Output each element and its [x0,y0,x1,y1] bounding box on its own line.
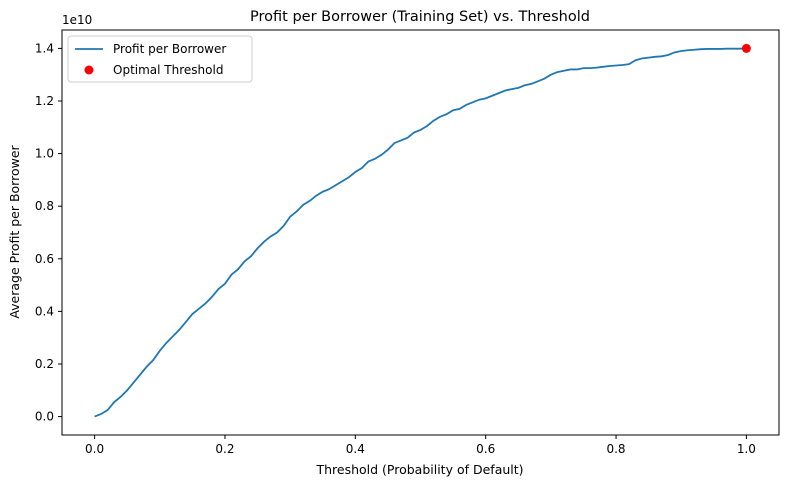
x-tick-label: 0.6 [476,442,495,456]
y-tick-label: 0.0 [35,410,54,424]
x-axis: 0.0 0.2 0.4 0.6 0.8 1.0 [85,435,756,456]
x-tick-label: 0.2 [215,442,234,456]
x-tick-label: 0.8 [606,442,625,456]
legend-scatter-marker [84,65,94,75]
y-tick-label: 0.2 [35,357,54,371]
x-tick-label: 0.0 [85,442,104,456]
x-tick-label: 1.0 [737,442,756,456]
scatter-series-optimal-threshold [741,43,751,53]
y-axis: 0.0 0.2 0.4 0.6 0.8 1.0 1.2 1.4 [35,41,62,424]
series-line-profit-per-borrower [94,47,747,418]
y-tick-label: 0.4 [35,304,54,318]
plot-area: 0.0 0.2 0.4 0.6 0.8 1.0 0.0 0.2 0.4 0.6 0.8 1.0 1.2… [35,29,780,456]
y-tick-label: 1.2 [35,94,54,108]
legend-label-profit-per-borrower: Profit per Borrower [113,42,226,56]
y-axis-label: Average Profit per Borrower [7,144,22,318]
y-tick-label: 1.0 [35,147,54,161]
legend-label-optimal-threshold: Optimal Threshold [113,63,223,77]
legend: Profit per Borrower Optimal Threshold [67,35,253,83]
chart-title: Profit per Borrower (Training Set) vs. T… [250,9,590,25]
y-offset-label: 1e10 [62,13,92,27]
legend-frame [67,35,253,83]
x-axis-label: Threshold (Probability of Default) [315,462,523,477]
x-tick-label: 0.4 [346,442,365,456]
y-tick-label: 0.6 [35,252,54,266]
plot-frame [61,29,780,436]
scatter-point-optimal-threshold [741,43,751,53]
y-tick-label: 0.8 [35,199,54,213]
y-tick-label: 1.4 [35,41,54,55]
